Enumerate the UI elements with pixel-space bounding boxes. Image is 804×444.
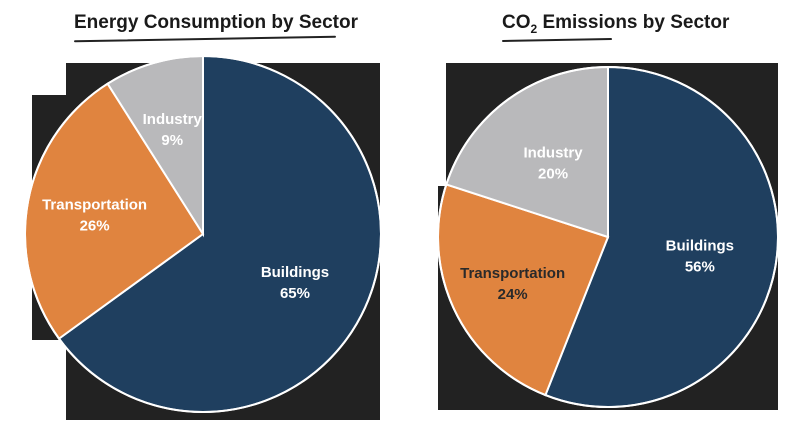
pie-outline (24, 55, 382, 413)
slice-label-industry: Industry (523, 144, 583, 161)
slice-label-buildings: Buildings (666, 238, 734, 255)
slice-value-transportation: 26% (80, 217, 110, 234)
pie-co2: Buildings 56% Transportation 24% Industry 20% (437, 65, 779, 408)
slice-value-transportation: 24% (498, 286, 528, 303)
chart-title-energy: Energy Consumption by Sector (74, 12, 358, 33)
slice-label-transportation: Transportation (42, 196, 147, 213)
slice-value-buildings: 65% (280, 285, 310, 302)
chart-title-co2: CO2 Emissions by Sector (502, 12, 729, 36)
slice-value-buildings: 56% (685, 259, 715, 276)
pie-outline (437, 66, 779, 408)
co2-title-main: CO (502, 12, 531, 33)
slice-label-transportation: Transportation (460, 265, 565, 282)
co2-title-subscript: 2 (530, 21, 538, 36)
slice-value-industry: 9% (161, 132, 183, 149)
slice-label-industry: Industry (143, 111, 203, 128)
slice-label-buildings: Buildings (261, 264, 329, 281)
co2-title-rest: Emissions by Sector (537, 12, 730, 33)
slice-value-industry: 20% (538, 165, 568, 182)
pie-energy: Buildings 65% Transportation 26% Industry 9% (24, 54, 382, 413)
